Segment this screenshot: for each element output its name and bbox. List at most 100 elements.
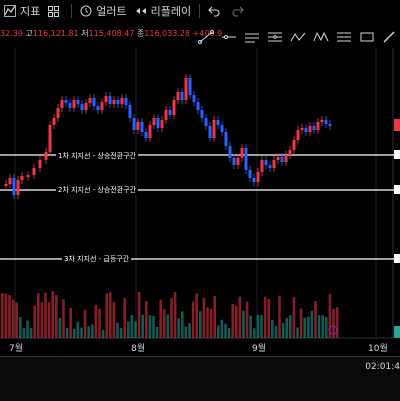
candle-body — [272, 160, 276, 168]
volume-bar — [206, 307, 209, 338]
parallel-channel-tool[interactable] — [265, 28, 285, 46]
volume-bar — [335, 307, 339, 338]
candle-body — [188, 78, 192, 95]
candle-body — [236, 158, 240, 165]
volume-bar — [62, 299, 65, 338]
candle-body — [48, 125, 52, 152]
volume-bar — [83, 309, 87, 338]
candle-body — [156, 118, 160, 128]
candle-body — [304, 128, 308, 132]
horizontal-line-icon — [245, 33, 259, 43]
volume-bar — [260, 315, 263, 338]
brush-tool[interactable] — [380, 28, 400, 46]
alert-icon — [80, 5, 92, 17]
candle-body — [244, 148, 248, 170]
candle-body — [104, 96, 108, 102]
pattern-tool[interactable] — [311, 28, 331, 46]
volume-bar — [321, 315, 324, 338]
time-label-oct: 10월 — [368, 344, 388, 354]
rectangle-tool[interactable] — [357, 28, 377, 46]
candle-body — [84, 103, 88, 110]
ohlc-low-label: 저 — [81, 29, 89, 38]
volume-bar — [199, 311, 202, 338]
candle-body — [144, 132, 148, 138]
candle-body — [32, 168, 36, 175]
volume-bar — [127, 321, 130, 338]
ohlc-high-label: 고 — [25, 29, 33, 38]
level-price-marker-1 — [394, 150, 400, 159]
volume-bar — [69, 308, 72, 338]
trend-line-tool[interactable] — [196, 28, 216, 46]
indicators-button[interactable]: 지표 — [4, 3, 40, 19]
candle-body — [152, 118, 156, 125]
replay-label: 리플레이 — [150, 5, 192, 18]
volume-bar — [307, 316, 310, 338]
candle-body — [88, 98, 92, 103]
volume-bar — [8, 294, 11, 338]
volume-bar — [163, 309, 166, 338]
candle-body — [56, 108, 60, 118]
redo-button[interactable] — [232, 5, 248, 17]
volume-bar — [155, 326, 159, 338]
candle-body — [76, 100, 80, 104]
ohlc-legend: 32.39 고116,121.81 저115,408.47 종116,033.2… — [0, 28, 222, 39]
volume-bar — [98, 308, 101, 338]
candle-body — [288, 150, 292, 155]
candle-body — [248, 170, 252, 178]
layout-button[interactable] — [48, 5, 63, 17]
ray-tool[interactable] — [219, 28, 239, 46]
volume-bar — [40, 302, 44, 338]
zigzag-tool[interactable] — [288, 28, 308, 46]
time-label-aug: 8월 — [131, 344, 146, 354]
fib-icon — [337, 32, 351, 42]
candle-body — [220, 125, 224, 132]
horizontal-line-tool[interactable] — [242, 28, 262, 46]
volume-bar — [11, 299, 15, 338]
parallel-channel-icon — [268, 32, 282, 42]
volume-bar — [296, 327, 299, 338]
replay-button[interactable]: 리플레이 — [135, 3, 191, 19]
volume-bar — [213, 296, 216, 338]
volume-bar — [202, 297, 206, 338]
undo-button[interactable] — [208, 5, 224, 17]
ohlc-change: +400.9 — [192, 29, 223, 38]
candle-body — [116, 100, 120, 104]
volume-bar — [37, 293, 40, 338]
candle-body — [140, 122, 144, 132]
volume-bar — [195, 293, 198, 338]
current-price-marker — [394, 119, 400, 131]
replay-icon — [135, 8, 146, 14]
volume-bar — [271, 319, 274, 338]
volume-bar — [220, 319, 224, 338]
candle-body — [200, 110, 204, 118]
candle-body — [268, 165, 272, 168]
volume-bar — [29, 328, 33, 338]
volume-bar — [188, 323, 191, 338]
fib-tool[interactable] — [334, 28, 354, 46]
volume-bar — [267, 299, 270, 338]
candle-body — [276, 157, 280, 160]
volume-bar — [145, 301, 148, 338]
candle-body — [4, 184, 8, 186]
level-price-marker-2 — [394, 185, 400, 194]
candle-body — [300, 128, 304, 130]
volume-bar — [47, 302, 51, 338]
candle-body — [180, 92, 184, 100]
alert-button[interactable]: 얼러트 — [80, 3, 127, 19]
support-label-2: 2차 지지선 - 상승전환구간 — [56, 185, 139, 195]
candle-body — [124, 98, 128, 105]
candle-body — [192, 95, 196, 102]
candle-body — [12, 178, 16, 195]
price-chart[interactable] — [0, 0, 400, 356]
candle-body — [38, 160, 42, 168]
volume-bar — [141, 314, 144, 338]
trend-line-icon — [198, 30, 214, 44]
candle-body — [60, 100, 64, 108]
candle-body — [260, 160, 264, 172]
volume-bar — [26, 320, 29, 338]
candle-body — [256, 172, 260, 182]
layout-icon — [48, 5, 60, 17]
volume-bar — [105, 293, 108, 338]
volume-bar — [285, 317, 288, 338]
candle-body — [324, 120, 328, 124]
